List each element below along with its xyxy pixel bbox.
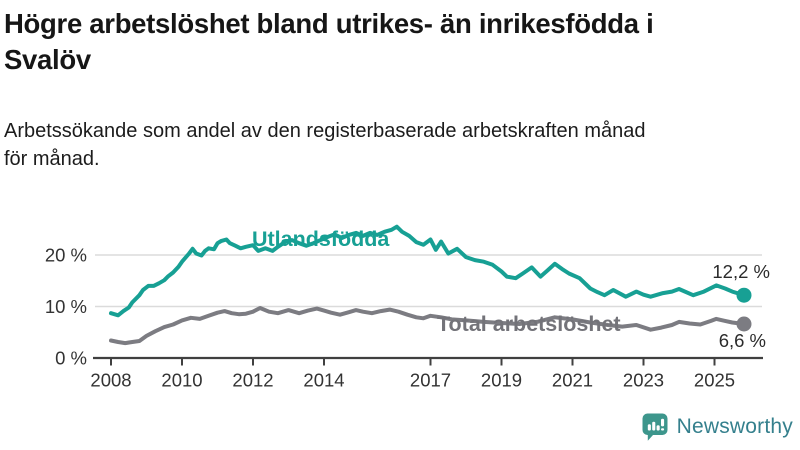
series-label-0: Utlandsfödda	[252, 227, 390, 251]
x-tick-label: 2008	[90, 370, 131, 391]
bar-2	[651, 421, 655, 431]
series-line-1	[109, 306, 746, 346]
x-tick-label: 2010	[161, 370, 202, 391]
exclamation-dot	[660, 428, 664, 431]
y-tick-label: 20 %	[45, 245, 87, 266]
x-tick-label: 2019	[481, 370, 522, 391]
x-tick-label: 2017	[410, 370, 451, 391]
x-tick-label: 2012	[232, 370, 273, 391]
x-tick-label: 2021	[552, 370, 593, 391]
bar-3	[656, 425, 660, 431]
series-end-value-0: 12,2 %	[712, 261, 770, 282]
page-subtitle: Arbetssökande som andel av den registerb…	[4, 119, 646, 170]
bar-1	[647, 424, 651, 431]
branding-name: Newsworthy	[676, 415, 793, 438]
y-tick-label: 10 %	[45, 296, 87, 317]
line-chart: 0 % 10 % 20 % 2008 2010 2012 2014 2017 2019 2021 2…	[45, 224, 770, 391]
y-tick-label: 0 %	[55, 348, 87, 369]
branding: Newsworthy	[641, 412, 793, 442]
x-tick-label: 2023	[623, 370, 664, 391]
series-end-value-1: 6,6 %	[719, 330, 766, 351]
x-tick-label: 2014	[303, 370, 344, 391]
exclamation-bar	[660, 418, 664, 427]
series-label-1: Total arbetslöshet	[437, 312, 621, 336]
series-end-dot-1	[736, 316, 752, 332]
x-tick-label: 2025	[694, 370, 735, 391]
series-end-dot-0	[736, 287, 752, 303]
series-line-0	[109, 224, 746, 318]
page-title: Högre arbetslöshet bland utrikes- än inr…	[4, 8, 654, 76]
newsworthy-logo-icon	[642, 413, 668, 441]
